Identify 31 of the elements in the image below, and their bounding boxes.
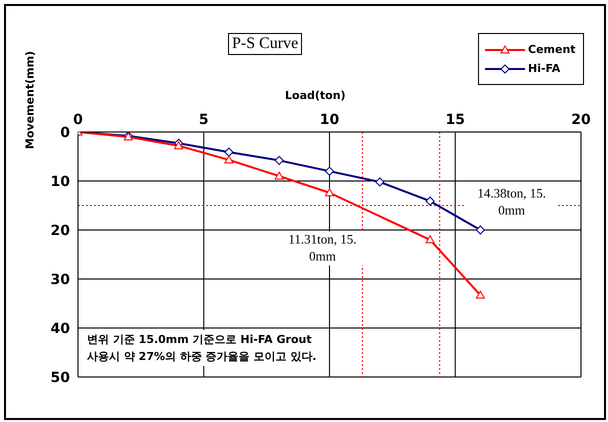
annotation: 11.31ton, 15. 0mm — [288, 232, 357, 264]
legend-label: Cement — [528, 43, 576, 56]
point — [224, 148, 234, 157]
annotation: 14.38ton, 15. 0mm — [477, 186, 546, 218]
x-axis-title: Load(ton) — [285, 89, 346, 102]
point — [375, 177, 384, 186]
y-tick-label: 10 — [50, 174, 70, 190]
point — [325, 188, 334, 196]
x-tick-label: 0 — [73, 112, 84, 128]
x-tick-label: 5 — [198, 112, 209, 128]
y-tick-label: 20 — [50, 222, 70, 239]
x-tick-label: 20 — [571, 112, 591, 128]
point — [476, 226, 485, 234]
y-tick-label: 40 — [50, 320, 70, 337]
point — [325, 166, 334, 176]
point — [426, 235, 435, 244]
x-tick-label: 10 — [320, 112, 340, 128]
legend-label: Hi-FA — [528, 62, 560, 75]
x-tick-label: 15 — [446, 112, 465, 128]
y-axis-title: Movement(mm) — [24, 50, 36, 150]
point — [476, 290, 485, 299]
y-tick-label: 0 — [60, 124, 70, 141]
y-tick-label: 30 — [50, 272, 70, 288]
point — [274, 172, 284, 180]
point — [174, 141, 184, 150]
annotation: 변위 기준 15.0mm 기준으로 Hi-FA Grout 사용시 약 27%의 하중 증가율을 모이고 있다. — [84, 330, 320, 366]
y-tick-label: 50 — [50, 370, 70, 386]
chart-title: P-S Curve — [228, 33, 302, 55]
point — [426, 196, 435, 206]
point — [274, 156, 284, 165]
point — [224, 155, 234, 164]
